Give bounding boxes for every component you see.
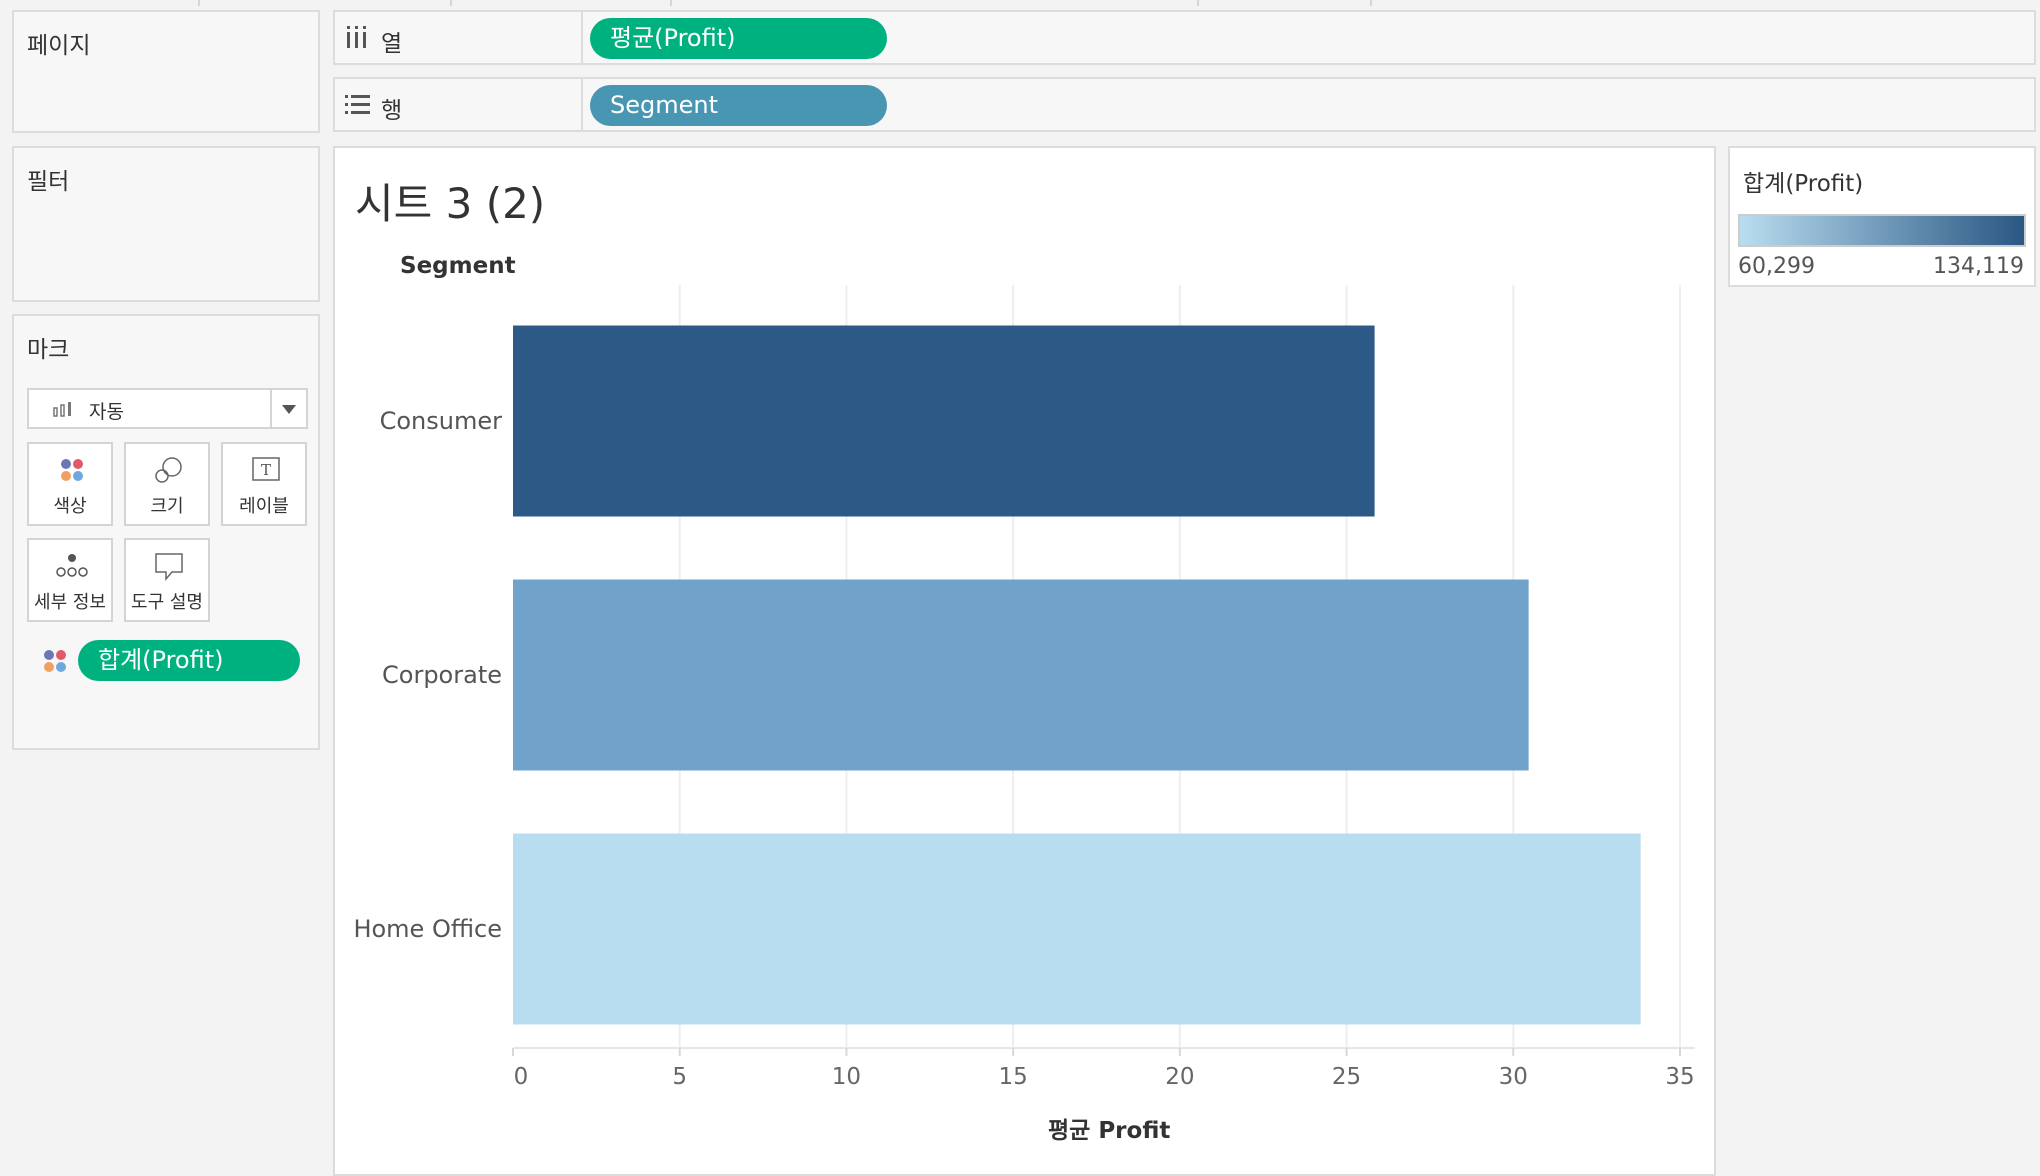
label-button-label: 레이블 (239, 496, 289, 517)
detail-button-label: 세부 정보 (34, 592, 106, 613)
filters-card-title: 필터 (27, 169, 70, 195)
rows-shelf[interactable]: 행 Segment (333, 77, 2036, 132)
chevron-down-icon[interactable] (282, 405, 296, 414)
rows-shelf-text: 행 (381, 98, 403, 124)
columns-shelf[interactable]: 열 평균(Profit) (333, 10, 2036, 65)
bar-home-office[interactable] (513, 833, 1641, 1025)
x-tick-label: 25 (1331, 1064, 1362, 1090)
pages-card[interactable]: 페이지 (12, 10, 320, 133)
legend-max-label: 134,119 (1933, 254, 2024, 279)
detail-button[interactable]: 세부 정보 (27, 538, 113, 622)
pages-card-title: 페이지 (27, 33, 91, 59)
size-button[interactable]: 크기 (124, 442, 210, 526)
color-button[interactable]: 색상 (27, 442, 113, 526)
color-dots-icon (44, 650, 66, 672)
detail-dots-icon (56, 554, 88, 577)
dropdown-divider (270, 390, 272, 427)
size-button-label: 크기 (150, 496, 184, 517)
category-label: Home Office (353, 915, 502, 943)
x-tick-label: 15 (998, 1064, 1028, 1090)
toolbar-divider (1197, 0, 1199, 6)
marks-card: 마크 자동 색상 크기 T 레이블 (12, 314, 320, 750)
legend-title: 합계(Profit) (1743, 171, 1864, 197)
sheet-title: 시트 3 (2) (355, 179, 546, 228)
category-label: Corporate (382, 661, 502, 689)
row-header: Segment (400, 253, 516, 279)
toolbar-divider (198, 0, 200, 6)
bar-consumer[interactable] (513, 325, 1375, 517)
columns-icon (347, 26, 366, 48)
x-tick-label: 35 (1665, 1064, 1695, 1090)
tooltip-button[interactable]: 도구 설명 (124, 538, 210, 622)
text-label-icon: T (252, 457, 280, 481)
rows-icon (345, 95, 370, 114)
legend-color-ramp (1738, 214, 2026, 247)
rows-pill[interactable]: Segment (590, 85, 887, 126)
color-field-pill[interactable]: 합계(Profit) (78, 640, 300, 681)
color-dots-icon (61, 459, 83, 481)
x-tick-label: 20 (1165, 1064, 1195, 1090)
toolbar-divider (450, 0, 452, 6)
x-tick-label: 10 (831, 1064, 862, 1090)
size-circles-icon (155, 457, 182, 483)
tooltip-button-label: 도구 설명 (131, 592, 203, 613)
label-button[interactable]: T 레이블 (221, 442, 307, 526)
columns-shelf-label: 열 (335, 12, 583, 63)
toolbar-divider (670, 0, 672, 6)
category-label: Consumer (379, 407, 502, 435)
svg-text:T: T (261, 461, 271, 479)
x-axis-title: 평균 Profit (1048, 1118, 1171, 1144)
x-tick-label: 30 (1498, 1064, 1528, 1090)
columns-pill[interactable]: 평균(Profit) (590, 18, 887, 59)
x-tick-label: 5 (672, 1064, 688, 1090)
color-legend[interactable]: 합계(Profit) 60,299 134,119 (1728, 146, 2036, 287)
mark-type-label: 자동 (89, 401, 124, 423)
x-tick-label: 0 (513, 1064, 529, 1090)
rows-shelf-label: 행 (335, 79, 583, 130)
columns-shelf-text: 열 (381, 31, 403, 57)
legend-min-label: 60,299 (1738, 254, 1815, 279)
marks-card-title: 마크 (27, 337, 70, 363)
mark-type-dropdown[interactable]: 자동 (27, 388, 308, 429)
tooltip-bubble-icon (155, 553, 183, 582)
filters-card[interactable]: 필터 (12, 146, 320, 302)
color-button-label: 색상 (53, 496, 87, 517)
bar-corporate[interactable] (513, 579, 1529, 771)
bar-chart-icon (53, 402, 71, 417)
toolbar-divider (1370, 0, 1372, 6)
